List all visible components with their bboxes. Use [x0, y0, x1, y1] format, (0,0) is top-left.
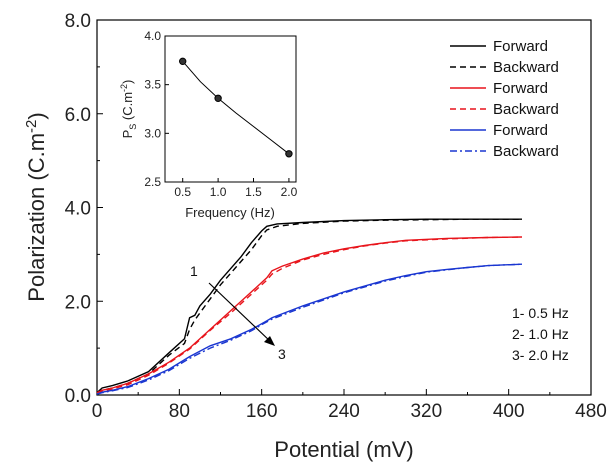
legend-label-4: Backward	[493, 101, 559, 118]
inset-data-point	[214, 94, 222, 102]
legend-label-1: Forward	[493, 38, 548, 55]
inset-x-tick-label: 0.5	[174, 185, 191, 199]
y-tick-label: 2.0	[65, 292, 91, 313]
arrow-line	[208, 282, 273, 344]
legend-label-2: Backward	[493, 59, 559, 76]
inset-y-title-rest: (C.m	[120, 92, 135, 124]
x-tick-label: 80	[169, 401, 190, 422]
note-line-1: 1- 0.5 Hz	[512, 305, 569, 321]
y-axis-title-close: )	[24, 112, 49, 119]
y-tick-label: 8.0	[65, 11, 91, 32]
inset-x-tick-label: 1.5	[245, 185, 262, 199]
arrow-head	[264, 336, 275, 346]
y-axis-title: Polarization (C.m-2)	[23, 112, 49, 301]
y-tick-label: 6.0	[65, 105, 91, 126]
inset-y-tick-label: 3.5	[144, 78, 161, 92]
y-axis-title-main: Polarization (C.m	[24, 133, 49, 302]
x-tick-label: 320	[410, 401, 442, 422]
series-line-3	[96, 236, 523, 394]
inset-fit-line	[182, 60, 290, 155]
inset-series-group	[179, 57, 293, 158]
y-tick-label: 0.0	[65, 386, 91, 407]
inset-y-tick-label: 2.5	[144, 175, 161, 189]
inset-x-axis-title: Frequency (Hz)	[185, 205, 275, 220]
x-tick-label: 0	[92, 401, 103, 422]
series-line-4	[96, 236, 523, 394]
inset-x-tick-label: 2.0	[281, 185, 298, 199]
frequency-notes: 1- 0.5 Hz 2- 1.0 Hz 3- 2.0 Hz	[512, 305, 569, 363]
note-line-3: 3- 2.0 Hz	[512, 347, 569, 363]
series-line-6	[96, 263, 523, 395]
inset-axis-ticks: 0.5 1.0 1.5 2.0 2.5 3.0 3.5 4.0	[144, 29, 297, 199]
x-tick-label: 400	[493, 401, 525, 422]
arrow-end-label: 3	[278, 346, 286, 362]
inset-y-axis-title: PS (C.m-2)	[119, 80, 138, 139]
x-tick-label: 480	[575, 401, 607, 422]
legend-label-6: Backward	[493, 143, 559, 160]
y-tick-label: 4.0	[65, 199, 91, 220]
y-axis-title-sup: -2	[23, 120, 40, 133]
inset-y-title-sub: S	[128, 124, 138, 130]
inset-y-tick-label: 3.0	[144, 126, 161, 140]
main-axis-ticks: 0 80 160 240 320 400 480 0.0 2.0 4.0 6.0 8.0	[65, 11, 607, 422]
legend-label-5: Forward	[493, 122, 548, 139]
legend: Forward Backward Forward Backward Forward Bac…	[450, 38, 559, 160]
inset-y-title-sup: -2	[119, 84, 129, 92]
series-line-1	[96, 218, 522, 394]
inset-y-title-main: P	[120, 130, 135, 139]
x-tick-label: 160	[246, 401, 278, 422]
inset-y-title-close: )	[120, 80, 135, 84]
inset-data-point	[179, 57, 187, 66]
legend-label-3: Forward	[493, 80, 548, 97]
inset-data-point	[285, 150, 293, 158]
main-series-group	[96, 218, 523, 395]
x-axis-title: Potential (mV)	[274, 437, 413, 462]
arrow-start-label: 1	[190, 263, 198, 279]
inset-plot: 0.5 1.0 1.5 2.02.53.03.54.0 Frequency (Hz) …	[119, 29, 298, 220]
x-tick-label: 240	[328, 401, 360, 422]
inset-x-tick-label: 1.0	[210, 185, 227, 199]
inset-y-tick-label: 4.0	[144, 29, 161, 43]
series-arrow-annotation: 1 3	[190, 263, 286, 362]
note-line-2: 2- 1.0 Hz	[512, 326, 569, 342]
